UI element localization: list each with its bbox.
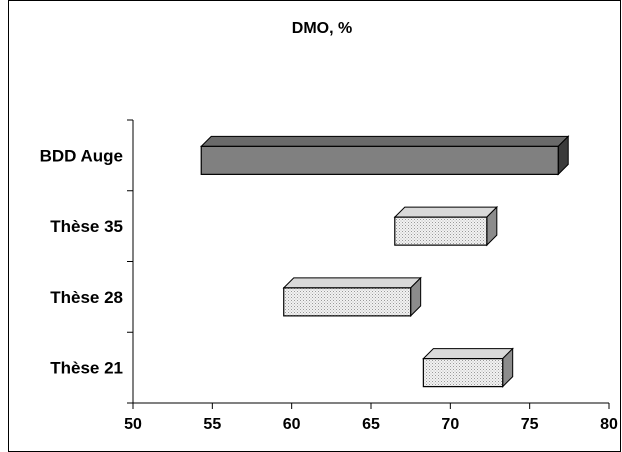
bar-th-se-28 [282,276,422,318]
category-label: Thèse 28 [50,288,123,307]
x-tick-label: 60 [283,416,301,433]
category-labels: BDD Auge Thèse 35 Thèse 28 Thèse 21 [40,146,123,377]
category-label: Thèse 35 [50,217,123,236]
x-ticks [132,403,610,409]
chart-title: DMO, % [292,20,352,37]
chart-frame [8,0,621,452]
bar-front-face [422,358,504,388]
x-tick-label: 55 [203,416,221,433]
bar-top-face [393,206,499,218]
x-tick-label: 80 [600,416,618,433]
x-tick-label: 50 [124,416,142,433]
x-tick-label: 75 [521,416,539,433]
bar-th-se-35 [393,205,499,247]
bars [200,135,570,388]
x-tick-labels: 50 55 60 65 70 75 80 [124,416,618,433]
bar-bdd-auge [200,135,570,176]
bar-front-face [200,145,559,175]
bar-top-face [422,348,514,360]
category-label: BDD Auge [40,146,123,165]
x-tick-label: 65 [362,416,380,433]
bar-th-se-21 [422,347,514,388]
x-tick-label: 70 [441,416,459,433]
category-label: Thèse 21 [50,359,123,378]
bar-front-face [283,287,412,317]
bar-top-face [200,135,570,147]
bar-front-face [394,216,488,246]
y-ticks [127,119,133,404]
bar-top-face [282,277,422,289]
